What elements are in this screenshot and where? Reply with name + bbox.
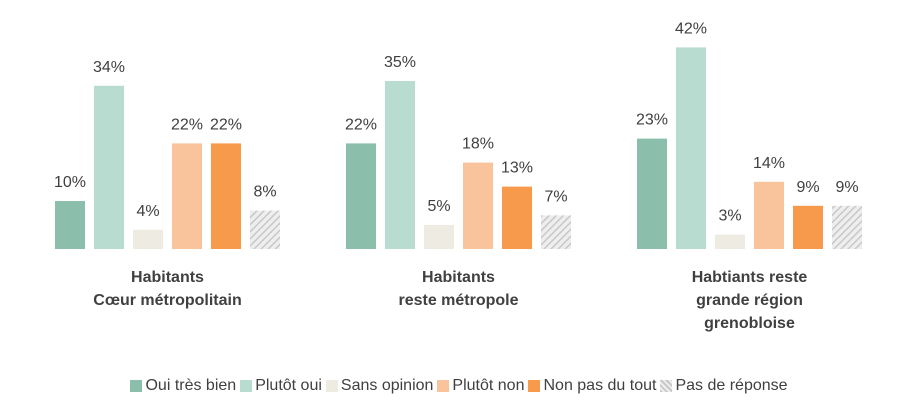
legend-label: Plutôt oui bbox=[255, 377, 322, 394]
legend-swatch bbox=[130, 380, 143, 392]
bar bbox=[754, 181, 784, 249]
category-label: Habitants reste métropole bbox=[398, 269, 519, 309]
legend-item: Plutôt non bbox=[437, 377, 524, 395]
legend-label: Oui très bien bbox=[145, 377, 237, 394]
legend-label: Pas de réponse bbox=[675, 377, 788, 394]
legend-item: Plutôt oui bbox=[240, 377, 322, 395]
value-label: 18% bbox=[462, 136, 494, 153]
value-label: 34% bbox=[93, 59, 125, 76]
legend-item: Pas de réponse bbox=[660, 377, 788, 395]
bar bbox=[541, 215, 571, 249]
legend-label: Sans opinion bbox=[340, 377, 434, 394]
bar bbox=[385, 81, 415, 249]
bar bbox=[211, 143, 241, 249]
legend-item: Sans opinion bbox=[325, 377, 434, 395]
legend-label: Non pas du tout bbox=[543, 377, 657, 394]
legend-swatch bbox=[660, 380, 673, 392]
value-label: 22% bbox=[345, 116, 377, 133]
legend-swatch bbox=[528, 380, 541, 392]
bar bbox=[793, 205, 823, 249]
value-label: 22% bbox=[210, 116, 242, 133]
value-label: 9% bbox=[835, 179, 858, 196]
legend-item: Oui très bien bbox=[130, 377, 236, 395]
value-label: 8% bbox=[253, 184, 276, 201]
value-label: 22% bbox=[171, 116, 203, 133]
bar bbox=[715, 234, 745, 249]
bar bbox=[346, 143, 376, 249]
value-label: 7% bbox=[544, 188, 567, 205]
bar bbox=[502, 186, 532, 249]
value-label: 14% bbox=[753, 155, 785, 172]
bar bbox=[133, 229, 163, 249]
legend-swatch bbox=[437, 380, 450, 392]
bar bbox=[463, 162, 493, 249]
bar bbox=[55, 201, 85, 249]
value-label: 3% bbox=[718, 208, 741, 225]
bar bbox=[676, 47, 706, 250]
value-label: 42% bbox=[675, 20, 707, 37]
value-label: 4% bbox=[136, 203, 159, 220]
value-label: 5% bbox=[427, 198, 450, 215]
bar bbox=[94, 85, 124, 249]
bar bbox=[637, 138, 667, 249]
value-label: 9% bbox=[796, 179, 819, 196]
bar bbox=[250, 210, 280, 249]
value-label: 13% bbox=[501, 160, 533, 177]
legend: Oui très bien Plutôt oui Sans opinion Plutô… bbox=[0, 377, 922, 395]
legend-swatch bbox=[240, 380, 253, 392]
legend-item: Non pas du tout bbox=[528, 377, 656, 395]
bar bbox=[172, 143, 202, 249]
bar bbox=[832, 205, 862, 249]
category-label: Habtiants reste grande région grenoblois… bbox=[691, 269, 808, 332]
bar bbox=[424, 225, 454, 249]
value-label: 35% bbox=[384, 54, 416, 71]
legend-label: Plutôt non bbox=[452, 377, 525, 394]
value-label: 23% bbox=[636, 112, 668, 129]
category-label: Habitants Cœur métropolitain bbox=[93, 269, 242, 309]
legend-swatch bbox=[325, 380, 338, 392]
value-label: 10% bbox=[54, 174, 86, 191]
